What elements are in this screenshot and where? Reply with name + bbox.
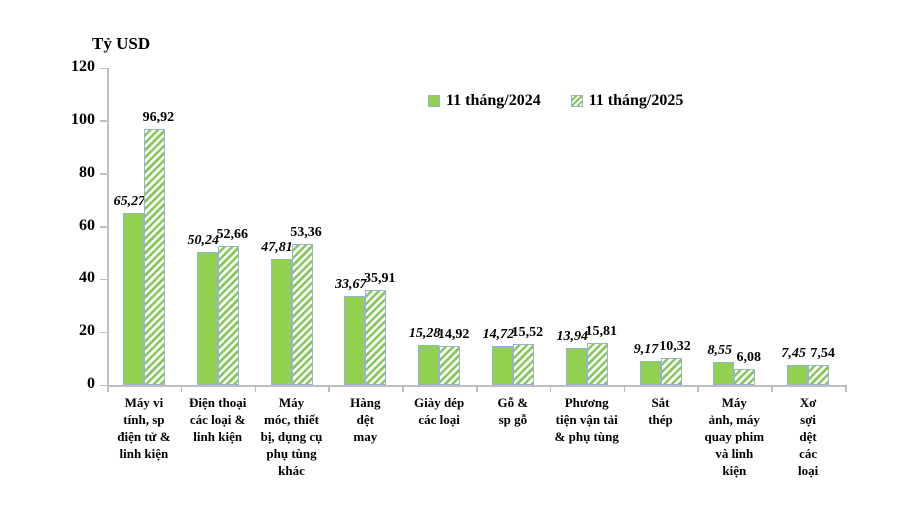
category-label: Gỗ & sp gỗ [497,395,529,427]
y-axis-tick [100,331,107,334]
x-axis-tick [549,385,552,392]
bar-2024 [491,346,513,385]
bar-2024 [122,212,144,385]
bar-value-label-2024: 8,55 [707,343,733,359]
bar-2024 [344,296,366,385]
category-label: Điện thoại các loại & linh kiện [188,395,247,444]
category-label: Sắt thép [648,395,673,427]
bar-value-label-2024: 33,67 [335,277,367,293]
y-tick-label: 80 [79,163,95,181]
x-axis-tick [180,385,183,392]
bar-value-label-2025: 15,81 [585,324,617,340]
category-label: Máy móc, thiết bị, dụng cụ phụ tùng khác [260,395,323,478]
y-axis-tick [100,226,107,228]
y-tick-label: 40 [79,269,95,287]
bar-2024 [270,258,292,385]
legend-label-2024: 11 tháng/2024 [446,92,541,109]
category-label: Máy ảnh, máy quay phim và linh kiện [704,395,765,478]
bar-2024 [418,344,440,385]
x-axis-tick [107,385,109,392]
bar-value-label-2024: 7,45 [781,346,806,362]
y-tick-label: 60 [79,216,95,234]
bar-value-label-2025: 10,32 [659,338,691,354]
bar-value-label-2025: 14,92 [437,326,470,342]
legend-swatch-2024 [428,95,440,107]
bar-value-label-2024: 9,17 [633,341,659,357]
category-label: Giày dép các loại [413,395,465,427]
y-tick-label: 20 [79,322,95,340]
bar-2024 [196,252,218,385]
bar-2025 [439,345,461,385]
bar-2024 [713,362,735,385]
legend: 11 tháng/2024 11 tháng/2025 [428,92,683,110]
category-label: Máy vi tính, sp điện tử & linh kiện [117,395,171,461]
bar-2025 [586,343,608,385]
y-axis-tick [100,278,107,281]
bar-2025 [217,245,239,385]
y-axis-line [107,68,109,386]
bar-value-label-2024: 65,27 [113,193,146,209]
bar-2025 [808,365,830,385]
x-axis-tick [771,385,773,392]
y-axis-unit-title: Tỷ USD [92,34,151,53]
bar-value-label-2025: 7,54 [810,346,835,362]
category-label: Phương tiện vận tải & phụ tùng [554,395,619,444]
bar-2025 [365,290,387,385]
bar-value-label-2024: 14,72 [482,327,515,343]
legend-item-2024: 11 tháng/2024 [428,92,541,110]
bar-2024 [565,348,587,385]
bar-value-label-2024: 13,94 [556,329,588,345]
bar-2024 [639,360,661,385]
legend-swatch-2025 [570,95,583,107]
legend-item-2025: 11 tháng/2025 [570,92,684,110]
bar-value-label-2024: 50,24 [187,233,219,249]
bar-2025 [734,368,756,385]
x-axis-tick [476,385,478,392]
y-tick-label: 0 [87,375,95,392]
bar-2025 [143,128,165,385]
x-axis-tick [328,385,330,392]
y-axis-tick [100,384,107,386]
x-axis-tick [623,385,626,392]
y-axis-tick [100,67,107,69]
bar-value-label-2024: 15,28 [408,325,441,341]
x-axis-tick [254,385,257,392]
bar-value-label-2025: 6,08 [736,349,762,365]
y-tick-label: 100 [71,110,95,128]
category-label: Xơ sợi dệt các loại [797,395,819,478]
bar-value-label-2025: 52,66 [216,226,248,242]
bar-value-label-2025: 53,36 [290,225,322,241]
bar-2025 [660,357,682,385]
bar-value-label-2025: 96,92 [142,109,175,125]
y-tick-label: 120 [71,58,95,75]
x-axis-tick [845,385,847,392]
y-axis-tick [100,120,107,122]
bar-value-label-2024: 47,81 [261,239,293,255]
bar-2025 [512,344,534,385]
bar-2025 [291,244,313,385]
category-label: Hàng dệt may [350,395,381,444]
y-axis-tick [100,173,107,175]
bar-2024 [787,365,809,385]
bar-value-label-2025: 35,91 [364,271,396,287]
x-axis-tick [402,385,404,392]
x-axis-tick [697,385,699,392]
bar-value-label-2025: 15,52 [511,325,544,340]
legend-label-2025: 11 tháng/2025 [588,92,684,109]
